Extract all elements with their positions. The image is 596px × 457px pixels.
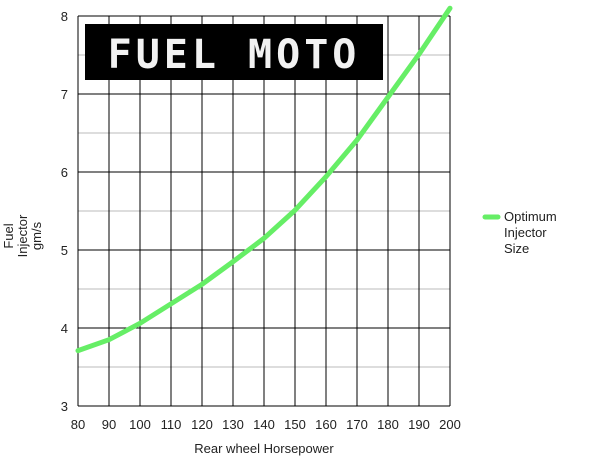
logo-text: FUEL MOTO xyxy=(108,32,361,78)
y-tick-label: 4 xyxy=(61,321,68,336)
x-axis-title: Rear wheel Horsepower xyxy=(194,441,334,456)
y-tick-label: 7 xyxy=(61,87,68,102)
y-tick-label: 3 xyxy=(61,399,68,414)
logo-box xyxy=(85,24,383,80)
y-tick-label: 6 xyxy=(61,165,68,180)
legend-label: Optimum Injector Size xyxy=(504,209,557,256)
x-tick-label: 160 xyxy=(315,417,337,432)
x-tick-label: 120 xyxy=(191,417,213,432)
x-tick-label: 90 xyxy=(102,417,116,432)
y-tick-label: 5 xyxy=(61,243,68,258)
x-tick-label: 170 xyxy=(346,417,368,432)
x-tick-label: 150 xyxy=(284,417,306,432)
x-tick-label: 200 xyxy=(439,417,461,432)
y-tick-label: 8 xyxy=(61,9,68,24)
x-tick-label: 180 xyxy=(377,417,399,432)
x-tick-label: 190 xyxy=(408,417,430,432)
y-axis-title: Fuel Injector gm/s xyxy=(1,214,44,258)
x-tick-label: 140 xyxy=(253,417,275,432)
data-line xyxy=(75,5,453,354)
x-tick-label: 100 xyxy=(129,417,151,432)
x-tick-label: 130 xyxy=(222,417,244,432)
x-tick-label: 80 xyxy=(71,417,85,432)
x-tick-label: 110 xyxy=(161,417,182,432)
